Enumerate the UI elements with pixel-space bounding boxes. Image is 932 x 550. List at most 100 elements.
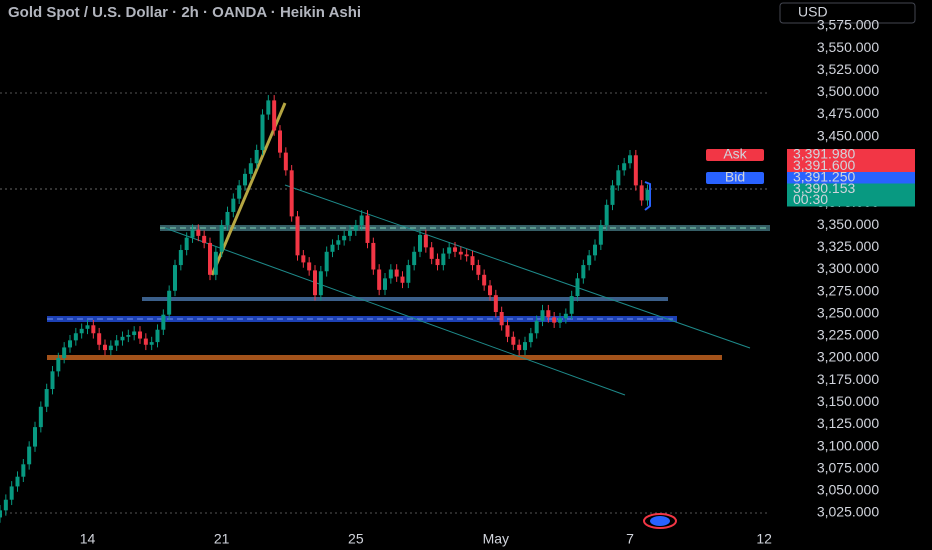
candle-body	[563, 313, 568, 319]
candle-body	[499, 312, 504, 326]
price-tag	[787, 183, 915, 207]
y-tick-label: 3,100.000	[817, 437, 879, 453]
x-tick-label: 14	[80, 531, 96, 547]
candle-body	[558, 318, 562, 323]
y-tick-label: 3,025.000	[817, 504, 879, 520]
candle-body	[225, 211, 230, 226]
y-tick-label: 3,275.000	[817, 282, 879, 298]
price-tag-label: 3,391.250	[793, 169, 855, 185]
logo-flag	[650, 516, 670, 526]
candle-body	[476, 265, 481, 275]
plot-area	[0, 92, 770, 514]
candle-body	[91, 325, 96, 334]
candle-body	[336, 240, 341, 245]
x-tick-label: May	[483, 531, 509, 547]
channel-line	[164, 227, 626, 396]
candle-body	[208, 242, 212, 275]
candle-body	[400, 276, 405, 283]
price-tag-label: 3,391.980	[793, 146, 855, 162]
candle-body	[167, 290, 172, 315]
candle-body	[155, 329, 160, 343]
candle-body	[616, 170, 621, 186]
candle-body	[272, 100, 277, 131]
logo-ring	[643, 513, 677, 529]
y-tick-label: 3,500.000	[817, 83, 879, 99]
candle-body	[423, 234, 428, 248]
candle-body	[15, 476, 20, 487]
candle-body	[254, 149, 259, 164]
y-tick-label: 3,575.000	[817, 17, 879, 33]
candle-body	[260, 114, 265, 150]
candle-body	[120, 336, 125, 341]
candle-body	[243, 173, 247, 186]
candle-body	[266, 100, 271, 115]
candles	[0, 95, 650, 523]
x-tick-label: 25	[348, 531, 364, 547]
candle-body	[610, 185, 615, 205]
candle-body	[62, 347, 67, 359]
y-tick-label: 3,450.000	[817, 127, 879, 143]
price-tag-name: Bid	[725, 169, 745, 185]
candle-body	[406, 265, 411, 283]
candle-body	[645, 189, 650, 201]
candle-body	[21, 464, 26, 477]
candle-body	[138, 331, 142, 339]
candle-body	[394, 269, 399, 277]
candle-body	[301, 255, 306, 263]
price-tag-name-box	[706, 149, 764, 161]
candle-body	[44, 389, 49, 407]
candle-body	[511, 336, 516, 345]
candle-body	[523, 342, 527, 351]
candle-body	[435, 258, 440, 266]
candle-body	[453, 247, 457, 252]
candle-body	[593, 244, 597, 256]
candle-body	[540, 310, 545, 321]
candle-body	[278, 130, 282, 153]
candle-body	[482, 274, 487, 286]
candle-body	[219, 225, 224, 252]
candle-body	[464, 254, 469, 257]
logo	[643, 513, 677, 529]
candle-body	[38, 406, 43, 428]
chart-title: Gold Spot / U.S. Dollar · 2h · OANDA · H…	[8, 4, 361, 21]
candle-body	[9, 486, 14, 500]
price-tag	[787, 172, 915, 184]
y-tick-label: 3,475.000	[817, 105, 879, 121]
candle-body	[348, 230, 352, 236]
candle-body	[622, 163, 627, 171]
x-tick-label: 21	[214, 531, 230, 547]
y-tick-label: 3,050.000	[817, 482, 879, 498]
price-axis-panel	[772, 0, 932, 550]
price-tag-label: 3,391.600	[793, 157, 855, 173]
candle-body	[488, 285, 492, 296]
candle-body	[458, 251, 463, 255]
candle-body	[307, 262, 312, 271]
candle-body	[161, 314, 166, 330]
candle-body	[68, 340, 72, 348]
zone	[142, 297, 668, 301]
candle-body	[103, 344, 107, 351]
price-tag	[787, 160, 915, 172]
candle-body	[342, 235, 347, 241]
x-tick-label: 7	[626, 531, 634, 547]
currency: USD	[798, 4, 828, 20]
candle-body	[534, 320, 539, 334]
candle-body	[283, 152, 288, 171]
candle-body	[371, 242, 376, 270]
candle-body	[318, 271, 323, 296]
candle-body	[359, 215, 364, 226]
candle-body	[27, 446, 32, 465]
candle-body	[79, 328, 84, 334]
candle-body	[552, 317, 557, 323]
candle-body	[429, 247, 434, 259]
candle-body	[470, 256, 475, 266]
trend-line	[210, 102, 287, 276]
candle-body	[178, 250, 183, 266]
candle-body	[295, 216, 300, 256]
y-tick-label: 3,550.000	[817, 39, 879, 55]
y-tick-label: 3,350.000	[817, 216, 879, 232]
candle-body	[33, 427, 37, 447]
candle-body	[289, 170, 294, 217]
y-tick-label: 3,075.000	[817, 459, 879, 475]
